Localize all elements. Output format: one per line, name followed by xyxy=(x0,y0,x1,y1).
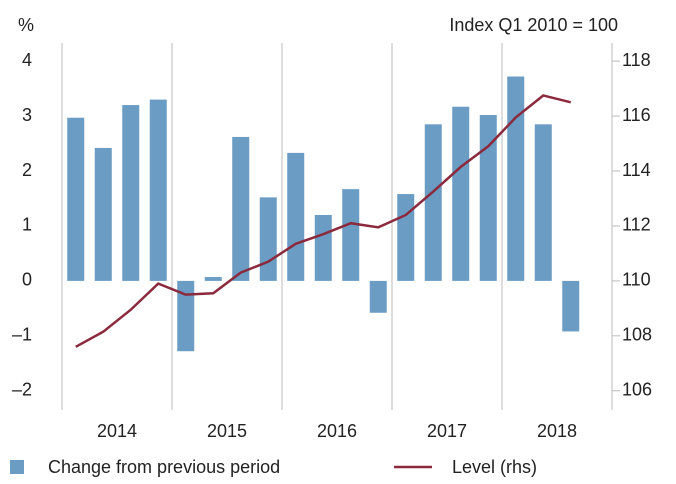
x-tick-label: 2015 xyxy=(207,421,247,441)
bar xyxy=(287,152,305,281)
y-tick-label: –2 xyxy=(12,380,32,400)
y2-tick-label: 116 xyxy=(622,105,651,125)
bar xyxy=(342,189,360,281)
bar xyxy=(67,117,85,281)
y2-tick-label: 114 xyxy=(622,160,651,180)
y2-tick-label: 112 xyxy=(622,215,651,235)
bar xyxy=(479,114,497,281)
y2-tick-label: 108 xyxy=(622,325,652,345)
bar xyxy=(94,147,112,281)
bar xyxy=(259,197,277,281)
bar xyxy=(204,277,222,281)
y-tick-label: 2 xyxy=(22,160,32,180)
legend-label: Level (rhs) xyxy=(452,457,537,477)
y2-tick-label: 106 xyxy=(622,380,652,400)
y-axis-label: % xyxy=(18,15,34,35)
bar xyxy=(314,214,332,281)
bar xyxy=(534,124,552,281)
y2-axis-label: Index Q1 2010 = 100 xyxy=(449,15,618,35)
y2-tick-label: 110 xyxy=(622,270,651,290)
y-tick-label: 4 xyxy=(22,50,32,70)
bar xyxy=(424,124,442,281)
legend-label: Change from previous period xyxy=(48,457,280,477)
bar xyxy=(122,105,140,281)
x-tick-label: 2014 xyxy=(97,421,137,441)
bar xyxy=(452,106,470,281)
y-tick-label: 3 xyxy=(22,105,32,125)
bar xyxy=(507,76,525,281)
bar xyxy=(177,280,195,352)
bar xyxy=(397,194,415,281)
bar xyxy=(369,280,387,313)
line xyxy=(75,94,572,348)
legend-swatch xyxy=(10,460,24,474)
y-tick-label: –1 xyxy=(12,325,32,345)
bar xyxy=(149,99,167,281)
x-tick-label: 2016 xyxy=(317,421,357,441)
x-tick-label: 2017 xyxy=(427,421,467,441)
x-tick-label: 2018 xyxy=(537,421,577,441)
y-tick-label: 1 xyxy=(22,215,32,235)
bar xyxy=(232,136,250,281)
bar xyxy=(562,280,580,332)
y2-tick-label: 118 xyxy=(622,50,651,70)
y-tick-label: 0 xyxy=(22,270,32,290)
